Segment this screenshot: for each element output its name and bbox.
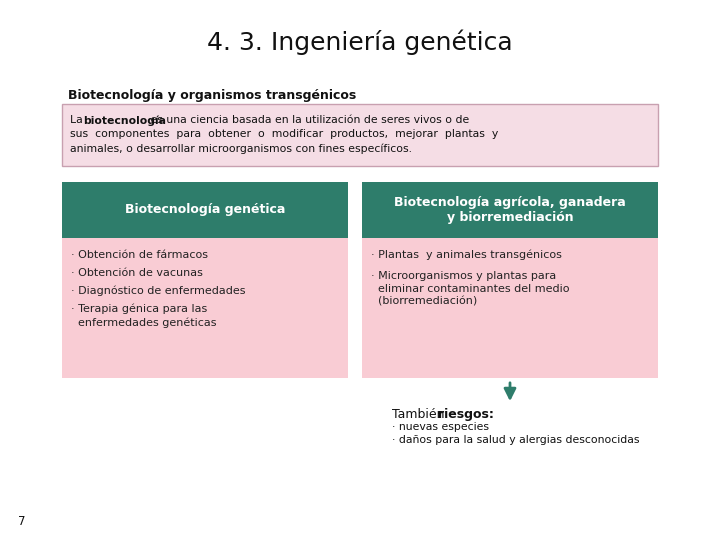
Bar [62,238,348,378]
Text: es una ciencia basada en la utilización de seres vivos o de: es una ciencia basada en la utilización … [147,115,469,125]
Text: La: La [70,115,86,125]
Text: enfermedades genéticas: enfermedades genéticas [71,317,217,327]
Bar [62,182,348,238]
Text: biotecnología: biotecnología [83,115,166,125]
Text: (biorremediación): (biorremediación) [371,297,477,307]
Bar [62,104,658,166]
Text: eliminar contaminantes del medio: eliminar contaminantes del medio [371,284,570,294]
Text: Biotecnología genética: Biotecnología genética [125,204,285,217]
Text: · Diagnóstico de enfermedades: · Diagnóstico de enfermedades [71,286,246,296]
Text: · nuevas especies: · nuevas especies [392,422,489,432]
Text: · Obtención de vacunas: · Obtención de vacunas [71,268,203,278]
Text: · daños para la salud y alergias desconocidas: · daños para la salud y alergias descono… [392,435,639,445]
Bar [362,238,658,378]
Text: 4. 3. Ingeniería genética: 4. 3. Ingeniería genética [207,29,513,55]
Text: 7: 7 [18,515,25,528]
Text: · Microorganismos y plantas para: · Microorganismos y plantas para [371,271,557,281]
Text: · Obtención de fármacos: · Obtención de fármacos [71,250,208,260]
Text: riesgos:: riesgos: [438,408,494,421]
Text: Biotecnología y organismos transgénicos: Biotecnología y organismos transgénicos [68,89,356,102]
Text: animales, o desarrollar microorganismos con fines específicos.: animales, o desarrollar microorganismos … [70,143,412,153]
Text: · Terapia génica para las: · Terapia génica para las [71,304,207,314]
Text: sus  componentes  para  obtener  o  modificar  productos,  mejorar  plantas  y: sus componentes para obtener o modificar… [70,129,498,139]
Text: Biotecnología agrícola, ganadera
y biorremediación: Biotecnología agrícola, ganadera y biorr… [394,196,626,224]
Text: También: También [392,408,449,421]
Bar [362,182,658,238]
Text: · Plantas  y animales transgénicos: · Plantas y animales transgénicos [371,250,562,260]
